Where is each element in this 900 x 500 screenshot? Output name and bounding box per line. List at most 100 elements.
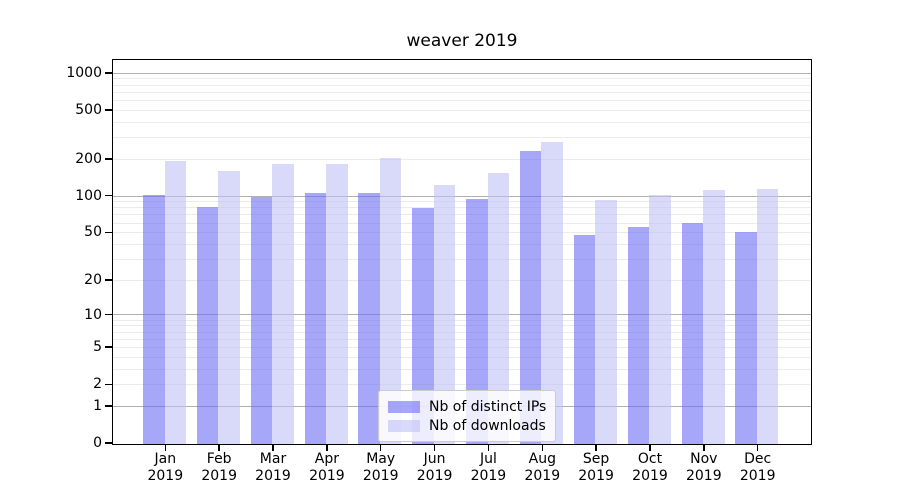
bar-distinct-ips [519,150,542,444]
y-tick-label: 2 [93,376,102,393]
gridline [113,99,811,101]
x-tick-label: Nov 2019 [685,451,722,484]
gridline [113,384,811,386]
bar-distinct-ips [250,196,273,444]
bar-downloads [433,184,456,444]
bar-downloads [595,200,617,444]
x-tick-mark [218,445,220,451]
x-tick-mark [164,445,167,451]
x-tick-mark [379,445,382,451]
gridline [113,91,811,93]
bar-downloads [218,170,240,444]
bar-downloads [541,142,563,444]
y-tick-label: 10 [84,306,102,323]
bar-downloads [272,164,294,444]
bar-distinct-ips [358,192,380,444]
y-tick-mark [104,313,112,316]
bar-distinct-ips [143,195,165,444]
legend-label-downloads: Nb of downloads [429,417,546,434]
gridline [113,158,811,160]
y-tick-mark [104,442,112,444]
y-tick-label: 5 [93,339,102,356]
gridline [113,325,811,327]
gridline [113,314,811,316]
chart-title: weaver 2019 [406,31,518,51]
y-tick-label: 0 [93,435,102,452]
x-tick-mark [272,445,274,451]
legend-label-distinct-ips: Nb of distinct IPs [429,398,547,415]
gridline [113,201,811,203]
gridline [113,331,811,333]
bar-distinct-ips [627,227,650,444]
bar-downloads [379,158,402,444]
gridline [113,78,811,80]
y-tick-label: 1 [93,398,102,414]
bar-downloads [703,189,725,444]
gridline [113,356,811,358]
legend: Nb of distinct IPs Nb of downloads [378,390,557,442]
gridline [113,72,811,74]
legend-item-distinct-ips: Nb of distinct IPs [388,398,546,415]
y-tick-label: 100 [75,187,102,204]
y-tick-label: 20 [84,272,102,288]
bar-distinct-ips [735,232,757,444]
bar-downloads [649,195,671,444]
gridline [113,258,811,260]
gridline [113,222,811,224]
x-tick-label: Dec 2019 [739,451,776,484]
legend-item-downloads: Nb of downloads [388,417,546,434]
bar-distinct-ips [196,207,219,444]
x-tick-mark [541,445,544,451]
x-tick-mark [595,445,597,451]
x-tick-mark [756,445,759,451]
gridline [113,109,811,111]
bar-downloads [756,189,779,444]
gridline [113,195,811,197]
x-tick-label: Jul 2019 [470,451,507,484]
y-tick-label: 200 [75,150,102,167]
gridline [113,232,811,234]
gridline [113,121,811,123]
gridline [113,338,811,340]
bar-distinct-ips [304,193,327,444]
legend-swatch-distinct-ips-icon [388,400,420,413]
x-tick-label: Jan 2019 [147,451,184,484]
bar-distinct-ips [412,207,434,444]
bar-downloads [487,172,510,444]
x-tick-label: Jun 2019 [416,451,453,484]
x-tick-label: Oct 2019 [632,451,668,484]
y-tick-label: 1000 [66,64,102,81]
x-tick-mark [703,445,705,451]
gridline [113,368,811,370]
y-tick-mark [104,72,112,74]
bar-distinct-ips [573,235,596,444]
x-tick-label: Sep 2019 [578,451,614,484]
bar-downloads [164,160,186,444]
gridline [113,207,811,209]
x-tick-mark [487,445,490,451]
x-tick-label: Aug 2019 [524,451,561,484]
x-tick-mark [326,445,328,451]
y-tick-mark [104,383,112,386]
y-tick-mark [104,405,112,407]
y-tick-mark [104,346,112,348]
legend-swatch-downloads-icon [388,419,420,432]
gridline [113,84,811,86]
gridline [113,279,811,281]
x-tick-label: Feb 2019 [201,451,237,484]
y-tick-label: 50 [84,224,102,241]
y-tick-mark [104,109,112,111]
x-tick-mark [433,445,436,451]
plot-area [112,59,812,445]
y-tick-mark [104,231,112,234]
gridline [113,346,811,348]
bar-downloads [326,164,348,444]
x-tick-label: Mar 2019 [255,451,291,484]
y-tick-label: 500 [75,101,102,118]
gridline [113,243,811,245]
gridline [113,214,811,216]
y-tick-mark [104,194,112,197]
bar-distinct-ips [681,222,703,444]
x-tick-label: May 2019 [362,451,399,484]
